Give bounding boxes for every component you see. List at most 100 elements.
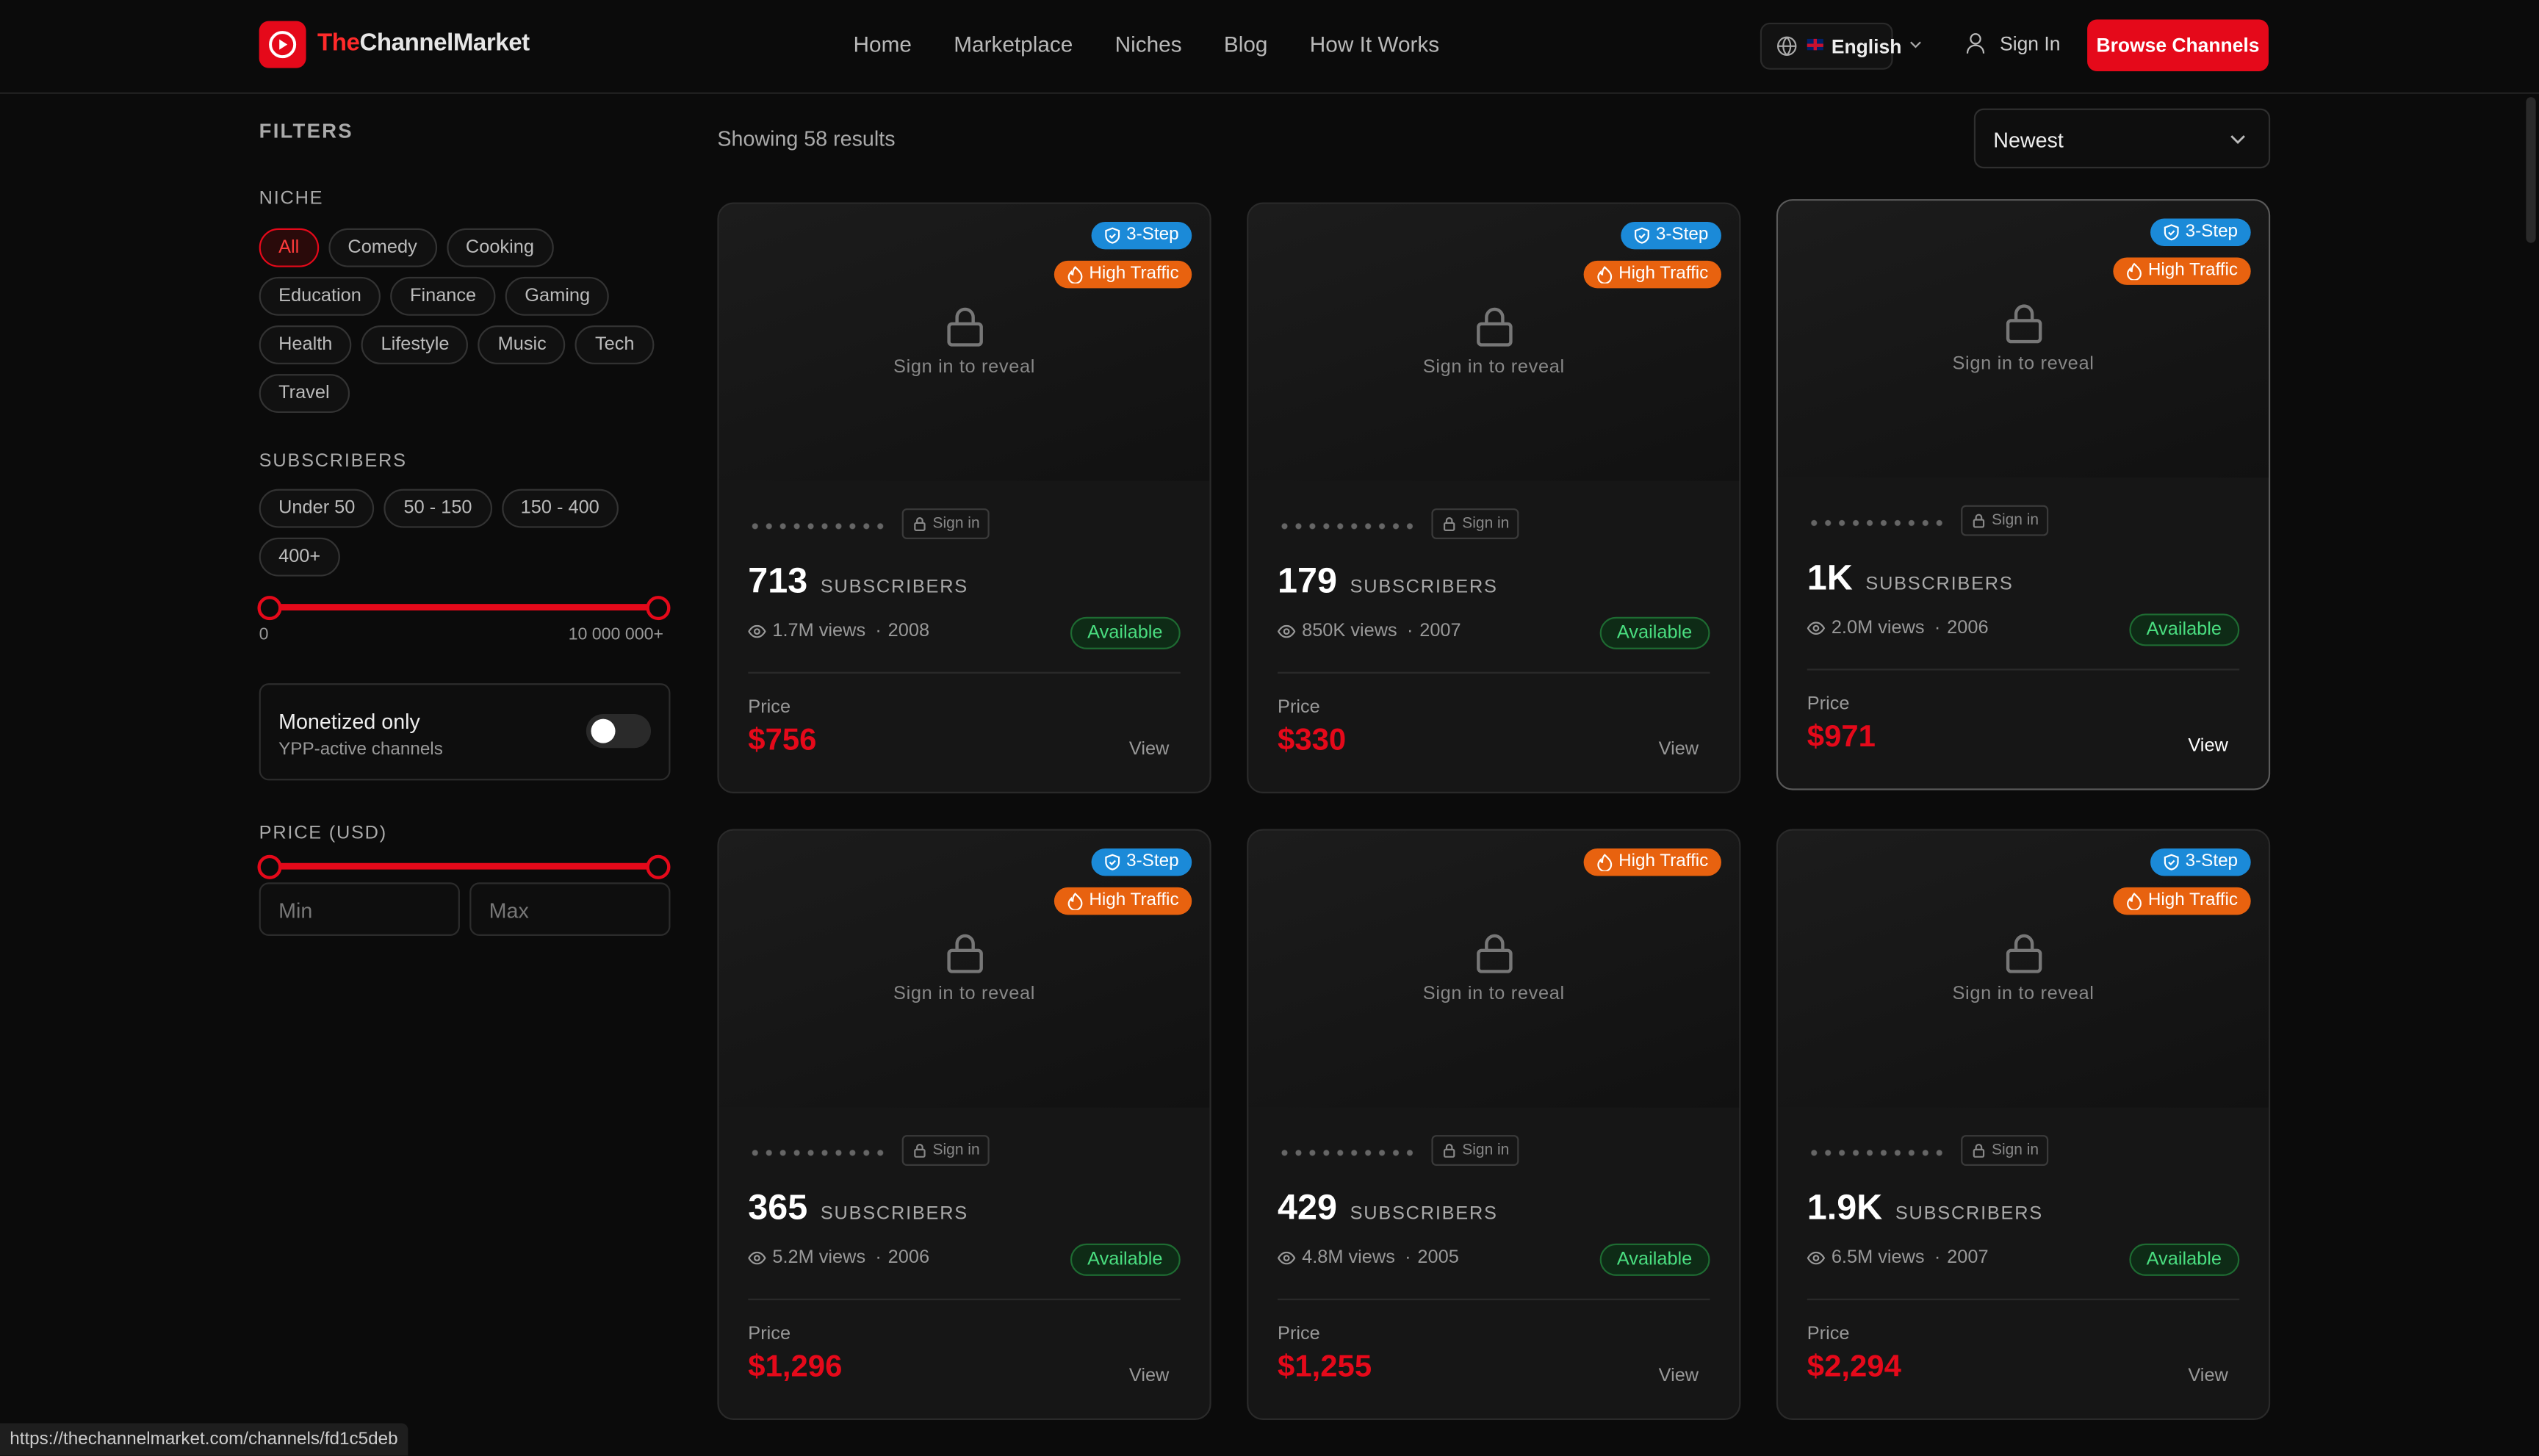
sign-in-chip[interactable]: Sign in xyxy=(1961,1135,2049,1166)
nav-link[interactable]: Marketplace xyxy=(954,32,1073,57)
locked-text: Sign in to reveal xyxy=(1952,984,2095,1004)
slider-handle[interactable] xyxy=(257,596,282,621)
price-label: PRICE (USD) xyxy=(259,823,387,844)
thumbnail-placeholder xyxy=(719,830,1210,1108)
nav-link[interactable]: Blog xyxy=(1223,32,1268,57)
sign-in-chip[interactable]: Sign in xyxy=(1431,508,1519,539)
view-link[interactable]: View xyxy=(2188,736,2228,757)
price-label: Price xyxy=(748,1324,791,1344)
badge: 3-Step xyxy=(1620,221,1721,250)
view-link[interactable]: View xyxy=(1658,740,1699,760)
subscriber-count: 365 SUBSCRIBERS xyxy=(748,1187,968,1229)
status-badge: Available xyxy=(2128,613,2240,646)
niche-chip[interactable]: Music xyxy=(478,325,566,364)
view-link[interactable]: View xyxy=(1658,1366,1699,1386)
slider-handle[interactable] xyxy=(646,596,671,621)
browse-channels-button[interactable]: Browse Channels xyxy=(2087,19,2269,71)
channel-card[interactable]: 3-Step High Traffic Sign in to reveal Sign … xyxy=(1776,829,2271,1420)
sign-in-chip[interactable]: Sign in xyxy=(1431,1135,1519,1166)
nav-link[interactable]: Niches xyxy=(1114,32,1182,57)
view-count: 6.5M views xyxy=(1831,1248,1925,1268)
slider-handle[interactable] xyxy=(257,854,282,879)
subscriber-chip[interactable]: 150 - 400 xyxy=(501,489,619,528)
channel-card[interactable]: 3-Step High Traffic Sign in to reveal Sign … xyxy=(717,202,1211,794)
channel-card[interactable]: High Traffic Sign in to reveal Sign in 429 S… xyxy=(1247,829,1741,1420)
separator-dot: · xyxy=(875,1248,882,1268)
badge: 3-Step xyxy=(2150,848,2251,876)
price: $971 xyxy=(1807,720,1876,755)
scrollbar xyxy=(2526,97,2536,243)
sign-in-link[interactable]: Sign In xyxy=(2000,32,2061,55)
thumbnail-placeholder xyxy=(1248,830,1740,1108)
subscriber-slider[interactable] xyxy=(268,604,660,610)
language-select[interactable]: English xyxy=(1760,22,1921,70)
thumbnail-placeholder xyxy=(1778,830,2269,1108)
niche-chip[interactable]: Cooking xyxy=(446,228,554,267)
niche-chip[interactable]: Finance xyxy=(390,276,496,316)
price-label: Price xyxy=(1278,1324,1320,1344)
sign-in-chip[interactable]: Sign in xyxy=(901,1135,990,1166)
niche-chip[interactable]: Tech xyxy=(575,325,654,364)
sort-select[interactable]: Newest xyxy=(1973,108,2271,169)
separator-dot: · xyxy=(1405,1248,1411,1268)
nav-link[interactable]: How It Works xyxy=(1309,32,1440,57)
channel-meta: 6.5M views · 2007 xyxy=(1807,1248,1989,1268)
monetized-panel: Monetized only YPP-active channels xyxy=(259,683,671,781)
channel-card[interactable]: 3-Step High Traffic Sign in to reveal Sign … xyxy=(1776,199,2271,790)
created-year: 2007 xyxy=(1419,621,1461,641)
subscriber-value: 179 xyxy=(1278,560,1337,601)
logo-icon[interactable] xyxy=(259,21,306,68)
view-link[interactable]: View xyxy=(2188,1366,2228,1386)
niche-chip[interactable]: Travel xyxy=(259,374,350,414)
sign-in-chip[interactable]: Sign in xyxy=(901,508,990,539)
price-label: Price xyxy=(748,697,791,718)
sign-in-chip[interactable]: Sign in xyxy=(1961,505,2049,536)
range-max: 10 000 000+ xyxy=(568,624,663,645)
niche-chip[interactable]: Health xyxy=(259,325,352,364)
price-slider[interactable] xyxy=(268,862,660,870)
status-badge: Available xyxy=(1069,616,1181,649)
badge: High Traffic xyxy=(2112,257,2251,285)
logo[interactable]: TheChannelMarket xyxy=(317,29,530,57)
view-link[interactable]: View xyxy=(1128,740,1170,760)
niche-chips: All Comedy Cooking Education Finance Gaming He… xyxy=(259,228,680,414)
niche-chip[interactable]: Education xyxy=(259,276,381,316)
top-bar: TheChannelMarket Home Marketplace Niches Bl… xyxy=(0,0,2539,94)
price-min-input[interactable]: Min xyxy=(259,882,460,936)
language-label: English xyxy=(1831,35,1902,59)
hidden-name xyxy=(748,522,887,530)
slider-handle[interactable] xyxy=(646,854,671,879)
subscriber-chips: Under 50 50 - 150 150 - 400 400+ xyxy=(259,489,680,577)
status-badge: Available xyxy=(1599,616,1710,649)
niche-chip[interactable]: Gaming xyxy=(505,276,610,316)
lock-icon xyxy=(946,933,984,983)
status-badge: Available xyxy=(1069,1243,1181,1276)
price-label: Price xyxy=(1807,694,1850,715)
subscriber-chip[interactable]: Under 50 xyxy=(259,489,375,528)
locked-text: Sign in to reveal xyxy=(1422,984,1565,1004)
price: $330 xyxy=(1278,724,1347,758)
view-count: 4.8M views xyxy=(1302,1248,1395,1268)
subscriber-count: 1K SUBSCRIBERS xyxy=(1807,557,2014,599)
subscriber-chip[interactable]: 50 - 150 xyxy=(384,489,491,528)
subscriber-chip[interactable]: 400+ xyxy=(259,537,340,577)
locked-text: Sign in to reveal xyxy=(1422,358,1565,378)
channel-card[interactable]: 3-Step High Traffic Sign in to reveal Sign … xyxy=(717,829,1211,1420)
view-link[interactable]: View xyxy=(1128,1366,1170,1386)
lock-icon xyxy=(2005,303,2044,353)
niche-chip[interactable]: All xyxy=(259,228,319,267)
nav-link[interactable]: Home xyxy=(853,32,912,57)
created-year: 2005 xyxy=(1417,1248,1459,1268)
channel-card[interactable]: 3-Step High Traffic Sign in to reveal Sign … xyxy=(1247,202,1741,794)
monetized-toggle[interactable] xyxy=(586,714,652,749)
niche-chip[interactable]: Comedy xyxy=(328,228,437,267)
subscriber-count: 179 SUBSCRIBERS xyxy=(1278,561,1498,602)
price: $1,255 xyxy=(1278,1350,1372,1385)
price-max-input[interactable]: Max xyxy=(469,882,671,936)
locked-text: Sign in to reveal xyxy=(893,984,1036,1004)
divider xyxy=(1278,671,1710,674)
price: $1,296 xyxy=(748,1350,843,1385)
niche-chip[interactable]: Lifestyle xyxy=(361,325,469,364)
